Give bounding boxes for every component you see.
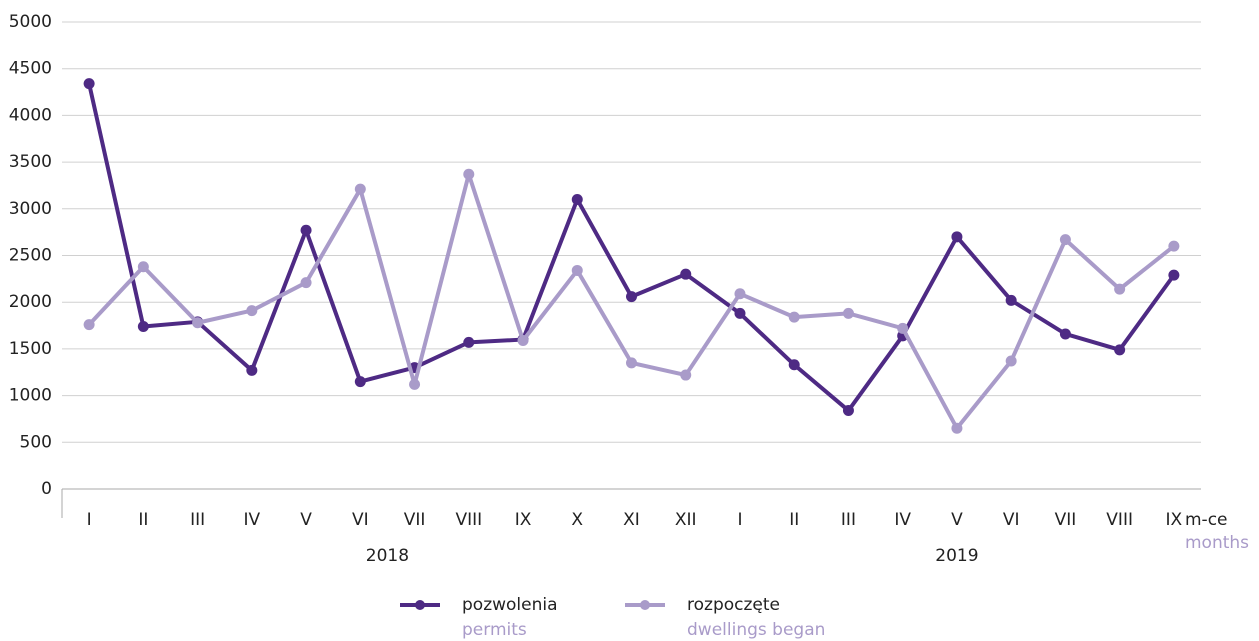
point bbox=[571, 193, 583, 205]
point bbox=[842, 405, 854, 417]
point bbox=[626, 291, 637, 303]
y-tick-label: 4000 bbox=[9, 105, 52, 125]
point bbox=[300, 277, 312, 289]
point bbox=[788, 311, 800, 323]
legend-label: pozwolenia bbox=[462, 595, 558, 615]
legend-label-en: permits bbox=[462, 620, 527, 640]
y-tick-label: 0 bbox=[41, 479, 52, 499]
x-tick-label: VI bbox=[1003, 510, 1020, 530]
legend-marker bbox=[640, 600, 650, 610]
x-axis-label: m-ce bbox=[1185, 510, 1228, 530]
point bbox=[734, 288, 746, 300]
point bbox=[83, 319, 95, 331]
x-tick-label: I bbox=[87, 510, 92, 530]
point bbox=[680, 369, 692, 381]
x-tick-label: VII bbox=[1055, 510, 1077, 530]
x-tick-label: II bbox=[138, 510, 148, 530]
point bbox=[1168, 240, 1180, 252]
x-axis-label-en: months bbox=[1185, 533, 1249, 553]
x-tick-label: V bbox=[951, 510, 963, 530]
x-tick-label: X bbox=[571, 510, 583, 530]
x-tick-label: VI bbox=[352, 510, 369, 530]
point bbox=[1059, 234, 1071, 246]
point bbox=[1005, 294, 1017, 306]
point bbox=[788, 359, 800, 371]
y-tick-label: 1500 bbox=[9, 339, 52, 359]
x-tick-label: VIII bbox=[1106, 510, 1133, 530]
point bbox=[354, 183, 366, 195]
point bbox=[1114, 344, 1126, 356]
y-tick-label: 4500 bbox=[9, 59, 52, 79]
x-tick-label: VII bbox=[404, 510, 426, 530]
point bbox=[1168, 269, 1180, 281]
point bbox=[680, 268, 692, 280]
point bbox=[951, 422, 963, 434]
y-tick-label: 500 bbox=[20, 432, 52, 452]
point bbox=[1005, 355, 1017, 367]
legend-marker bbox=[415, 600, 425, 610]
point bbox=[409, 378, 421, 390]
point bbox=[246, 305, 258, 317]
x-tick-label: I bbox=[737, 510, 742, 530]
point bbox=[137, 320, 149, 332]
x-tick-label: III bbox=[841, 510, 856, 530]
point bbox=[463, 336, 475, 348]
x-tick-label: IV bbox=[244, 510, 261, 530]
point bbox=[354, 376, 366, 388]
year-label: 2019 bbox=[935, 546, 978, 566]
y-tick-label: 2500 bbox=[9, 246, 52, 266]
x-tick-label: IX bbox=[1166, 510, 1183, 530]
x-tick-label: XI bbox=[623, 510, 640, 530]
x-tick-label: III bbox=[190, 510, 205, 530]
y-tick-label: 1000 bbox=[9, 386, 52, 406]
x-tick-label: IV bbox=[894, 510, 911, 530]
point bbox=[517, 334, 529, 346]
point bbox=[734, 307, 746, 319]
y-tick-label: 3000 bbox=[9, 199, 52, 219]
point bbox=[842, 307, 854, 319]
point bbox=[1114, 283, 1126, 295]
point bbox=[137, 261, 149, 273]
point bbox=[83, 78, 95, 90]
x-tick-label: II bbox=[789, 510, 799, 530]
y-tick-label: 5000 bbox=[9, 12, 52, 32]
point bbox=[571, 264, 583, 276]
point bbox=[897, 322, 909, 334]
point bbox=[463, 168, 475, 180]
point bbox=[626, 357, 637, 369]
point bbox=[192, 317, 204, 329]
year-label: 2018 bbox=[366, 546, 409, 566]
x-tick-label: VIII bbox=[455, 510, 482, 530]
legend-label-en: dwellings began bbox=[687, 620, 825, 640]
point bbox=[1059, 328, 1071, 340]
x-tick-label: XII bbox=[675, 510, 697, 530]
point bbox=[300, 224, 312, 236]
y-tick-label: 3500 bbox=[9, 152, 52, 172]
x-tick-label: IX bbox=[515, 510, 532, 530]
x-tick-label: V bbox=[300, 510, 312, 530]
point bbox=[951, 231, 963, 243]
point bbox=[246, 364, 258, 376]
legend-label: rozpoczęte bbox=[687, 595, 780, 615]
y-tick-label: 2000 bbox=[9, 292, 52, 312]
